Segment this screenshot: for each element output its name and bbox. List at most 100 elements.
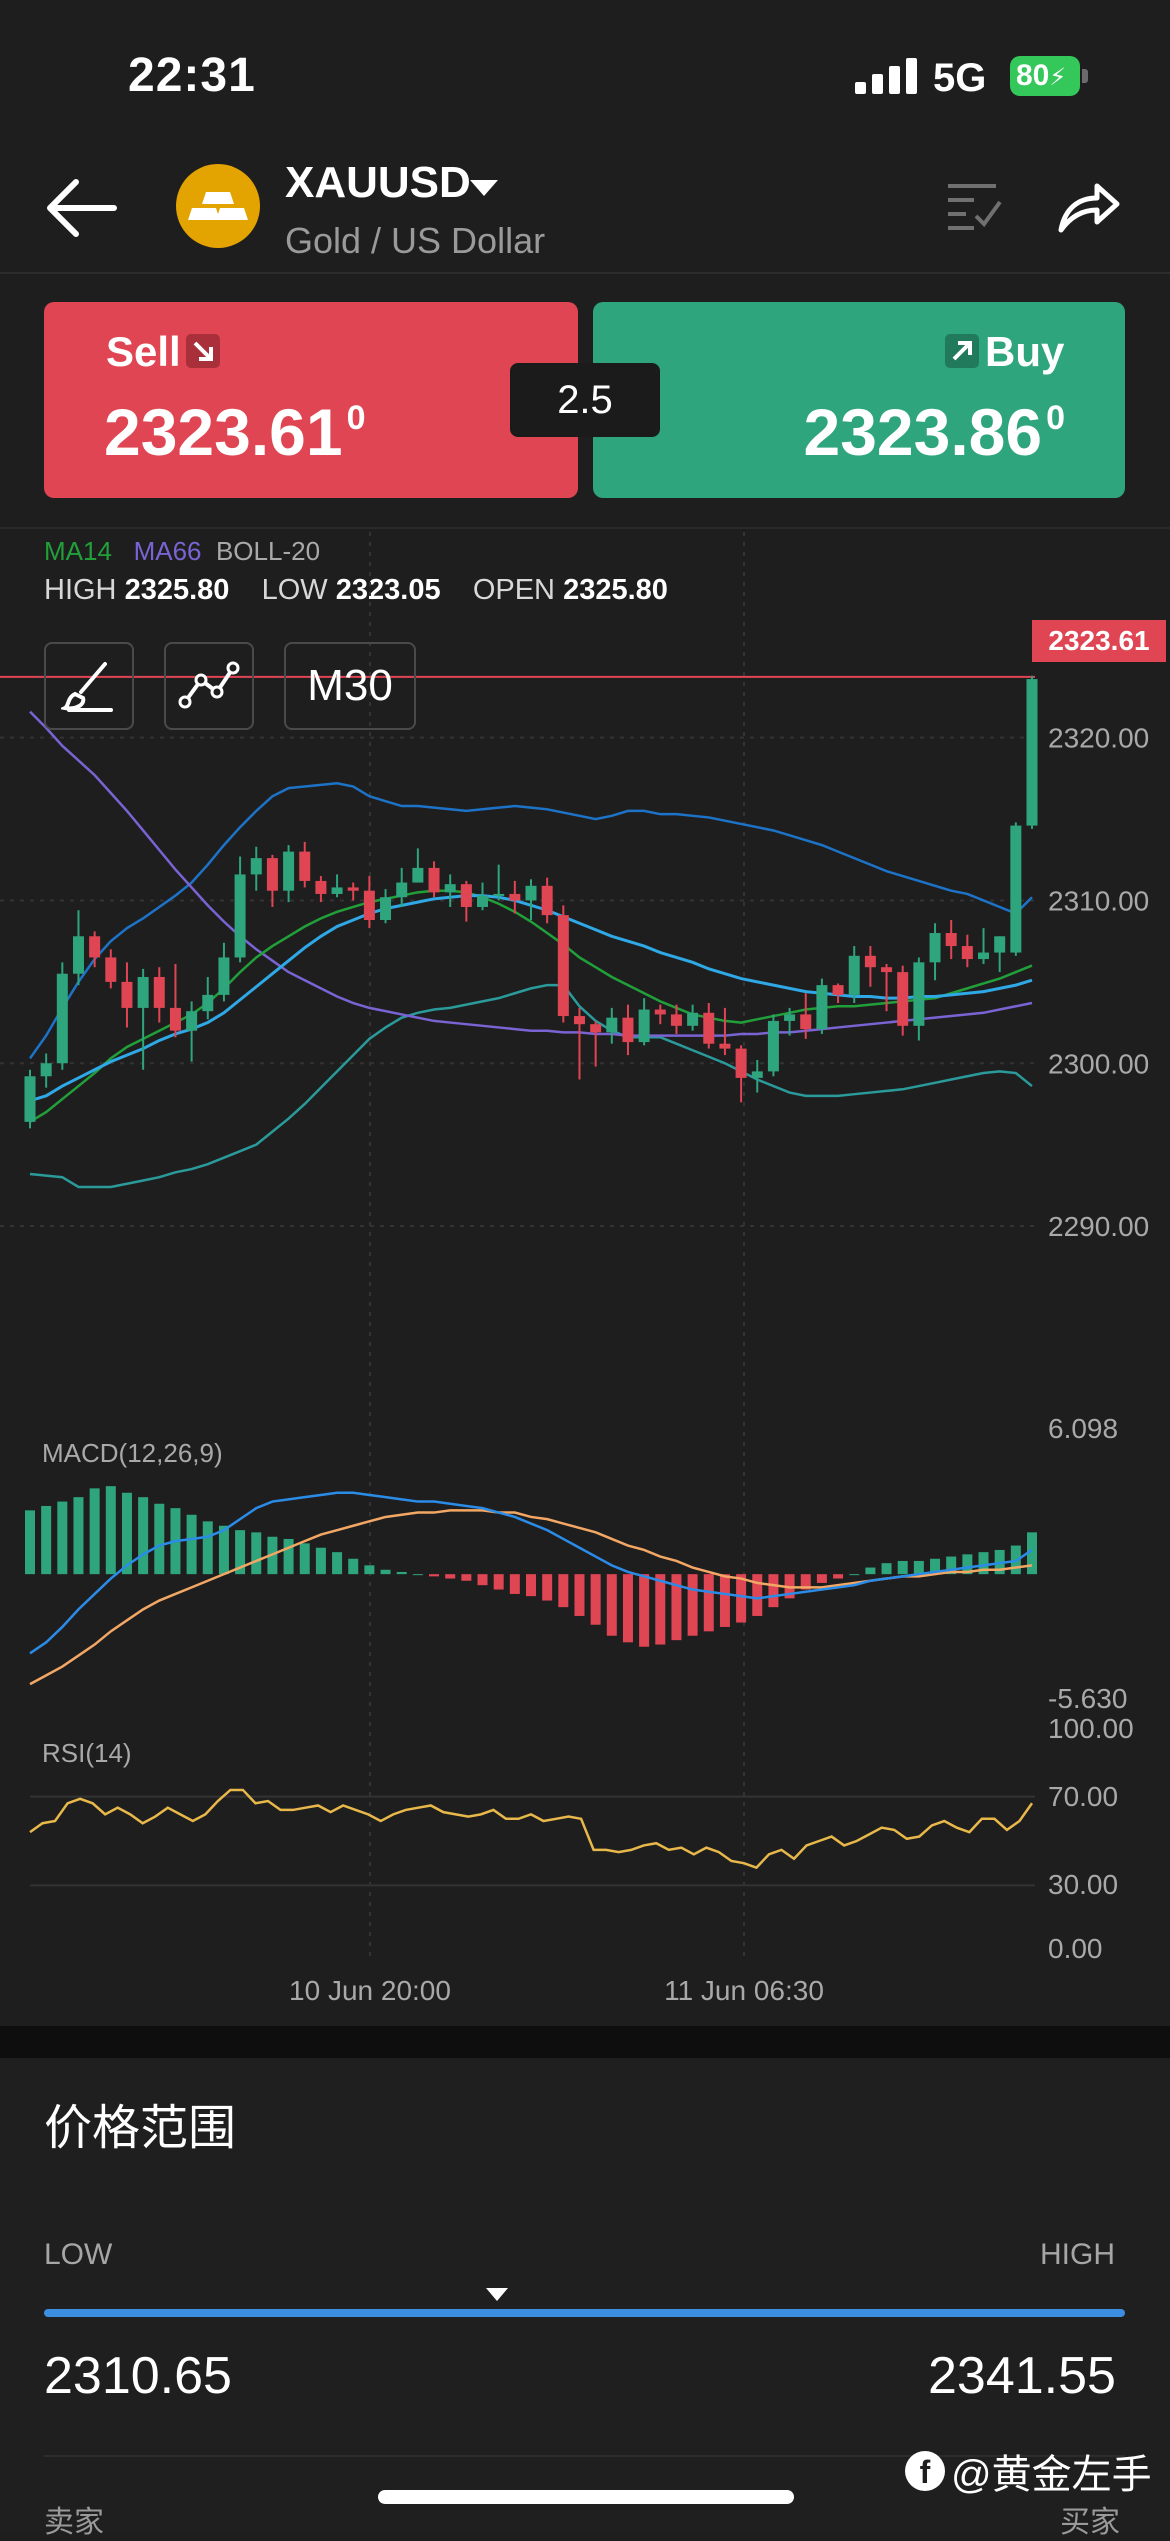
candle-body <box>735 1048 747 1078</box>
candle-body <box>331 887 343 894</box>
price-axis-tick: 2300.00 <box>1048 1048 1149 1079</box>
macd-histogram-bar <box>283 1538 294 1575</box>
candle-body <box>784 1014 796 1021</box>
macd-histogram-bar <box>800 1574 811 1590</box>
candle-body <box>477 895 489 907</box>
candle-body <box>56 973 68 1064</box>
macd-histogram-bar <box>978 1552 989 1575</box>
macd-histogram-bar <box>121 1492 132 1575</box>
candle-body <box>945 933 957 947</box>
candle-body <box>380 897 392 920</box>
candle-body <box>444 884 456 893</box>
macd-dif-line <box>29 1491 1033 1655</box>
macd-histogram-bar <box>736 1574 747 1623</box>
macd-histogram-bar <box>380 1569 391 1575</box>
macd-histogram-bar <box>509 1574 520 1594</box>
chevron-down-icon[interactable] <box>470 180 498 196</box>
price-axis-tick: 2290.00 <box>1048 1211 1149 1242</box>
boll-lower-line <box>29 983 1033 1189</box>
open-label: OPEN <box>472 574 555 606</box>
price-chart[interactable]: 2320.00 2310.00 2300.00 2290.00 MACD(12,26,9… <box>0 530 1170 2026</box>
macd-histogram-bar <box>1027 1532 1037 1575</box>
macd-histogram-bar <box>703 1574 714 1632</box>
ma14-label: MA14 <box>44 536 112 566</box>
candle-body <box>137 976 149 1008</box>
back-arrow-icon[interactable] <box>42 178 122 238</box>
share-icon[interactable] <box>1055 178 1121 234</box>
macd-axis-tick: -5.630 <box>1048 1683 1127 1714</box>
macd-histogram-bar <box>897 1560 908 1575</box>
home-indicator[interactable] <box>378 2490 794 2504</box>
line-chart-icon <box>178 661 240 709</box>
watermark: f @黄金左手 <box>905 2442 1152 2500</box>
candle-body <box>1010 825 1022 953</box>
candle-body <box>573 1016 585 1025</box>
macd-histogram-bar <box>849 1574 860 1576</box>
symbol-title[interactable]: XAUUSD <box>285 158 471 207</box>
rsi-axis-tick: 0.00 <box>1048 1933 1103 1964</box>
ohl-readout: HIGH 2325.80 LOW 2323.05 OPEN 2325.80 <box>44 574 668 607</box>
facebook-icon: f <box>905 2451 945 2491</box>
ma14-line <box>29 889 1033 1123</box>
candle-body <box>719 1043 731 1049</box>
macd-histogram-bar <box>186 1514 197 1575</box>
macd-histogram-bar <box>542 1574 553 1601</box>
macd-histogram-bar <box>251 1532 262 1575</box>
macd-histogram-bar <box>622 1574 633 1643</box>
sell-price: 2323.61 0 <box>104 395 366 469</box>
timeframe-button[interactable]: M30 <box>284 642 416 730</box>
header-divider <box>0 272 1170 274</box>
candle-body <box>638 1009 650 1043</box>
candle-body <box>751 1071 763 1078</box>
low-label: LOW <box>261 574 328 606</box>
candle-body <box>202 994 214 1012</box>
candle-body <box>590 1024 602 1033</box>
candle-body <box>525 885 537 901</box>
macd-histogram-bar <box>687 1574 698 1636</box>
indicator-legend[interactable]: MA14 MA66 BOLL-20 <box>44 536 320 567</box>
macd-histogram-bar <box>315 1547 326 1575</box>
macd-histogram-bar <box>946 1556 957 1575</box>
macd-histogram-bar <box>25 1510 35 1575</box>
boll-mid-line <box>29 894 1033 1103</box>
buy-label: Buy <box>985 328 1065 375</box>
buy-button[interactable]: Buy 2323.86 0 <box>593 302 1125 498</box>
brush-icon <box>61 662 113 712</box>
checklist-icon[interactable] <box>944 180 1004 232</box>
candle-body <box>315 880 327 894</box>
macd-histogram-bar <box>639 1574 650 1647</box>
macd-histogram-bar <box>396 1571 407 1575</box>
candle-body <box>105 957 117 982</box>
macd-histogram-bar <box>461 1574 472 1581</box>
sell-button[interactable]: Sell 2323.61 0 <box>44 302 578 498</box>
macd-histogram-bar <box>752 1574 763 1616</box>
candle-body <box>541 885 553 916</box>
macd-histogram-bar <box>348 1558 359 1575</box>
candle-body <box>428 867 440 893</box>
range-high-label: HIGH <box>1040 2238 1115 2271</box>
watermark-text: @黄金左手 <box>951 2453 1152 2497</box>
macd-histogram-bar <box>154 1503 165 1575</box>
macd-histogram-bar <box>574 1574 585 1616</box>
candle-body <box>703 1012 715 1044</box>
indicator-tool-button[interactable] <box>164 642 254 730</box>
range-low-value: 2310.65 <box>44 2347 232 2405</box>
candle-body <box>24 1076 36 1122</box>
seller-label: 卖家 <box>44 2506 104 2539</box>
macd-histogram-bar <box>364 1565 375 1575</box>
rsi-axis-tick: 100.00 <box>1048 1713 1134 1744</box>
macd-histogram-bar <box>73 1497 84 1575</box>
candle-body <box>816 985 828 1030</box>
signal-icon <box>855 58 917 94</box>
draw-tool-button[interactable] <box>44 642 134 730</box>
candle-body <box>250 858 262 875</box>
candle-body <box>153 976 165 1008</box>
open-value: 2325.80 <box>563 574 668 606</box>
candle-body <box>687 1012 699 1026</box>
candle-body <box>897 972 909 1026</box>
candle-body <box>622 1017 634 1043</box>
macd-histogram-bar <box>57 1501 68 1575</box>
macd-histogram-bar <box>477 1574 488 1586</box>
candle-body <box>767 1020 779 1072</box>
candle-body <box>800 1014 812 1030</box>
